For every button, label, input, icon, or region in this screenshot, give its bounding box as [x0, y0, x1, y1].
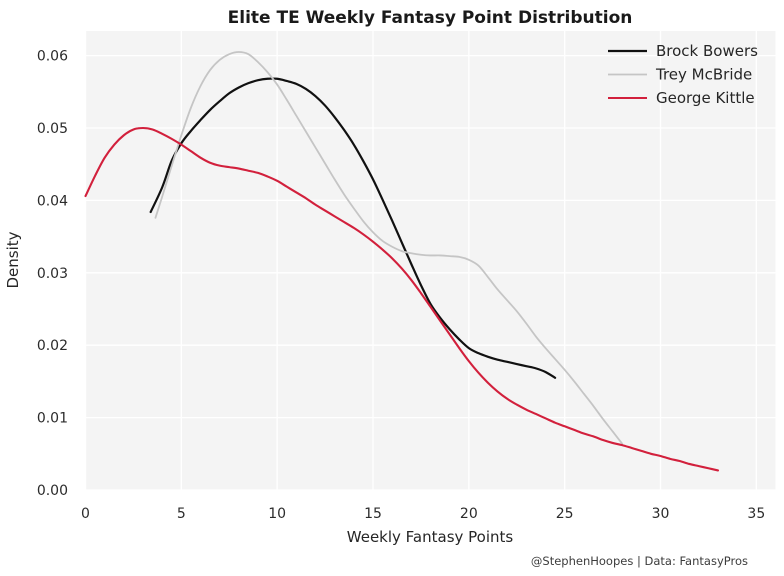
x-tick-label: 25: [556, 506, 574, 522]
x-tick-label: 35: [747, 506, 765, 522]
legend-item-brock-bowers: Brock Bowers: [608, 42, 758, 60]
series-lines: [84, 51, 720, 472]
series-line-brock-bowers: [149, 77, 557, 379]
legend-label-trey-mcbride: Trey McBride: [655, 66, 752, 84]
x-tick-label: 20: [460, 506, 478, 522]
x-tick-label: 10: [268, 506, 286, 522]
legend-label-brock-bowers: Brock Bowers: [656, 42, 758, 60]
x-tick-label: 30: [652, 506, 670, 522]
legend-item-trey-mcbride: Trey McBride: [608, 66, 752, 84]
legend-label-george-kittle: George Kittle: [656, 89, 755, 107]
series-line-trey-mcbride: [154, 51, 624, 445]
y-tick-label: 0.06: [37, 49, 68, 65]
y-axis-ticks: 0.00 0.01 0.02 0.03 0.04 0.05 0.06: [37, 49, 68, 499]
y-tick-label: 0.03: [37, 266, 68, 282]
x-tick-label: 5: [177, 506, 186, 522]
x-axis-ticks: 0 5 10 15 20 25 30 35: [81, 506, 765, 522]
x-tick-label: 0: [81, 506, 90, 522]
legend: Brock Bowers Trey McBride George Kittle: [608, 42, 758, 107]
attribution: @StephenHoopes | Data: FantasyPros: [531, 554, 748, 568]
y-tick-label: 0.05: [37, 121, 68, 137]
x-tick-label: 15: [364, 506, 382, 522]
y-tick-label: 0.02: [37, 338, 68, 354]
y-tick-label: 0.01: [37, 411, 68, 427]
y-axis-label: Density: [4, 231, 22, 288]
legend-item-george-kittle: George Kittle: [608, 89, 755, 107]
x-axis-label: Weekly Fantasy Points: [347, 528, 514, 546]
chart-title: Elite TE Weekly Fantasy Point Distributi…: [228, 8, 633, 28]
y-tick-label: 0.00: [37, 483, 68, 499]
series-line-george-kittle: [84, 126, 720, 472]
y-tick-label: 0.04: [37, 193, 68, 209]
gridlines: [84, 31, 776, 491]
